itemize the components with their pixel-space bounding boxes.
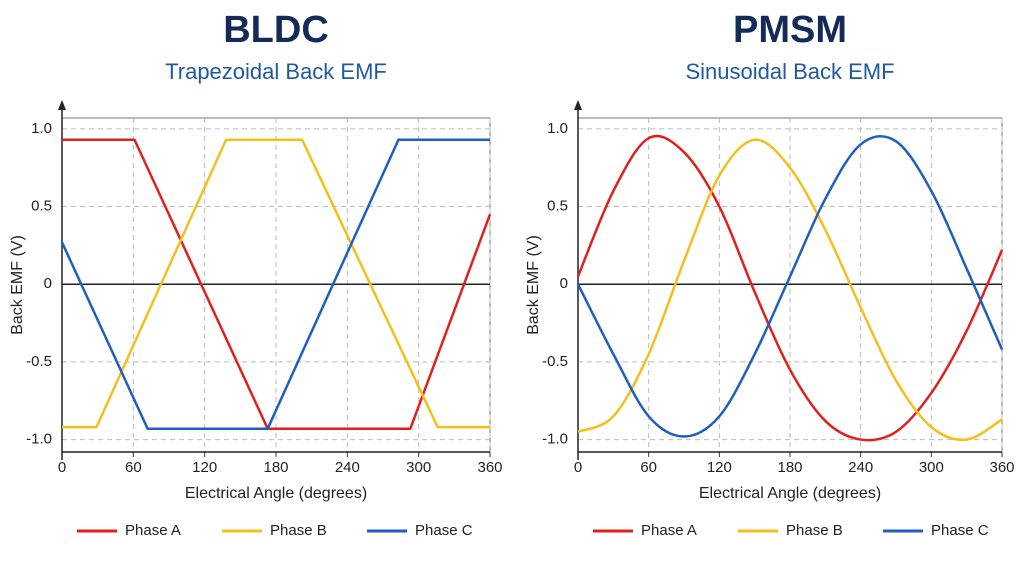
chart-subtitle: Sinusoidal Back EMF: [685, 59, 894, 84]
series-line: [577, 138, 1003, 442]
legend-label: Phase B: [786, 522, 843, 539]
x-tick-label: 0: [574, 459, 582, 476]
legend-label: Phase A: [641, 522, 697, 539]
legend-label: Phase A: [125, 522, 181, 539]
y-tick-label: -1.0: [542, 431, 568, 448]
x-tick-label: 0: [58, 459, 66, 476]
series-line: [60, 138, 490, 430]
legend-label: Phase B: [270, 522, 327, 539]
axis-arrow: [574, 100, 582, 110]
x-tick-label: 240: [335, 459, 360, 476]
y-tick-label: 0.5: [31, 198, 52, 215]
x-axis-label: Electrical Angle (degrees): [185, 485, 367, 502]
y-tick-label: -0.5: [26, 353, 52, 370]
y-axis-label: Back EMF (V): [9, 235, 26, 335]
x-tick-label: 180: [777, 459, 802, 476]
y-tick-label: 1.0: [547, 120, 568, 137]
x-tick-label: 180: [263, 459, 288, 476]
legend-label: Phase C: [415, 522, 473, 539]
x-tick-label: 360: [989, 459, 1014, 476]
chart-title: BLDC: [223, 9, 329, 51]
x-tick-label: 60: [640, 459, 657, 476]
x-tick-label: 60: [125, 459, 142, 476]
x-tick-label: 360: [477, 459, 502, 476]
chart-subtitle: Trapezoidal Back EMF: [165, 59, 387, 84]
axis-arrow: [58, 100, 66, 110]
y-tick-label: 0.5: [547, 198, 568, 215]
chart-title: PMSM: [733, 9, 847, 51]
x-tick-label: 120: [192, 459, 217, 476]
series-line: [576, 135, 1004, 438]
series-line: [576, 134, 1004, 442]
legend-label: Phase C: [931, 522, 989, 539]
y-axis-label: Back EMF (V): [525, 235, 542, 335]
y-tick-label: -0.5: [542, 353, 568, 370]
series-line: [62, 138, 490, 429]
y-tick-label: 0: [560, 275, 568, 292]
y-tick-label: 1.0: [31, 120, 52, 137]
y-tick-label: -1.0: [26, 431, 52, 448]
x-tick-label: 300: [406, 459, 431, 476]
x-tick-label: 300: [919, 459, 944, 476]
y-tick-label: 0: [44, 275, 52, 292]
x-axis-label: Electrical Angle (degrees): [699, 485, 881, 502]
x-tick-label: 240: [848, 459, 873, 476]
x-tick-label: 120: [707, 459, 732, 476]
